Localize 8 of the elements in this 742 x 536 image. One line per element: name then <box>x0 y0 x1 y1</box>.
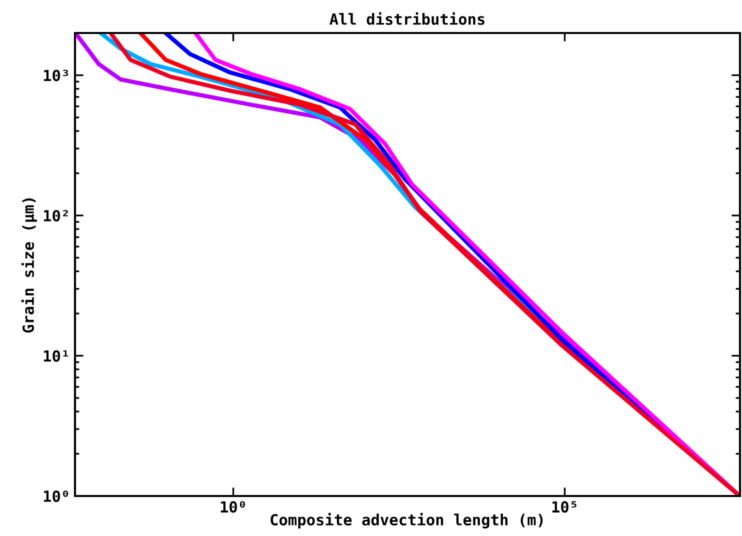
chart-title: All distributions <box>330 12 484 25</box>
y-axis-title: Grain size (μm) <box>21 198 37 333</box>
x-axis-title: Composite advection length (m) <box>270 512 543 528</box>
y-tick-label: 10⁰ <box>44 490 68 502</box>
x-tick-label: 10⁵ <box>552 501 576 513</box>
y-tick-label: 10³ <box>44 70 68 82</box>
y-tick-label: 10² <box>44 210 68 222</box>
y-tick-label: 10¹ <box>44 350 68 362</box>
